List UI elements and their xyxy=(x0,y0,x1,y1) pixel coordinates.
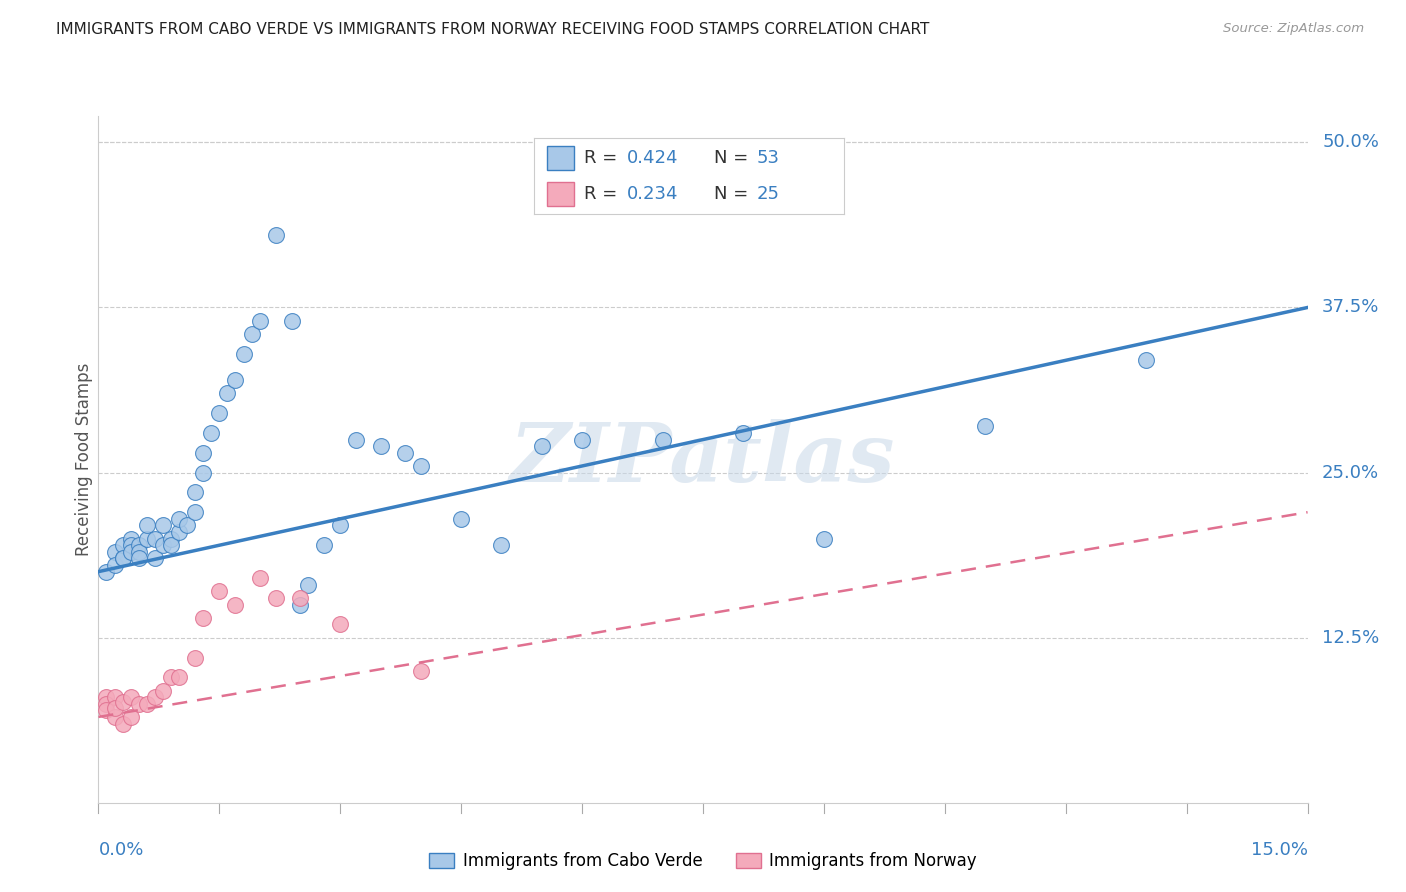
Point xyxy=(152,683,174,698)
Point xyxy=(297,578,319,592)
Point xyxy=(167,524,190,539)
Point xyxy=(128,538,150,552)
Point xyxy=(193,466,215,480)
Point xyxy=(135,532,157,546)
Point xyxy=(329,617,352,632)
Point xyxy=(450,512,472,526)
Point xyxy=(103,690,125,705)
Text: R =: R = xyxy=(583,149,623,167)
Point xyxy=(160,538,183,552)
Point xyxy=(160,670,183,684)
Point xyxy=(103,545,125,559)
Point xyxy=(394,446,416,460)
Text: IMMIGRANTS FROM CABO VERDE VS IMMIGRANTS FROM NORWAY RECEIVING FOOD STAMPS CORRE: IMMIGRANTS FROM CABO VERDE VS IMMIGRANTS… xyxy=(56,22,929,37)
Point xyxy=(240,326,263,341)
Point xyxy=(288,591,311,605)
Text: 53: 53 xyxy=(756,149,780,167)
Point xyxy=(135,697,157,711)
Point xyxy=(314,538,336,552)
Point xyxy=(96,690,118,705)
Point xyxy=(184,485,207,500)
Point xyxy=(409,458,432,473)
Point xyxy=(530,439,553,453)
Point xyxy=(96,697,118,711)
Point xyxy=(152,538,174,552)
Text: 12.5%: 12.5% xyxy=(1322,629,1379,647)
Point xyxy=(103,710,125,724)
Point xyxy=(264,591,287,605)
Point xyxy=(208,406,231,420)
Point xyxy=(167,670,190,684)
Point xyxy=(120,545,142,559)
Point xyxy=(152,518,174,533)
Point xyxy=(571,433,593,447)
Point xyxy=(167,512,190,526)
Point xyxy=(264,227,287,242)
Point xyxy=(111,551,134,566)
Text: 50.0%: 50.0% xyxy=(1322,134,1379,152)
Point xyxy=(974,419,997,434)
Point xyxy=(143,690,166,705)
Point xyxy=(193,611,215,625)
Text: 15.0%: 15.0% xyxy=(1250,840,1308,859)
Point xyxy=(103,700,125,714)
Point xyxy=(370,439,392,453)
Point xyxy=(143,551,166,566)
Point xyxy=(96,565,118,579)
Point xyxy=(193,446,215,460)
Point xyxy=(176,518,198,533)
Point xyxy=(409,664,432,678)
Point xyxy=(128,545,150,559)
Point xyxy=(813,532,835,546)
Text: Receiving Food Stamps: Receiving Food Stamps xyxy=(75,363,93,556)
Point xyxy=(160,532,183,546)
Point xyxy=(111,716,134,731)
Point xyxy=(96,703,118,717)
Legend: Immigrants from Cabo Verde, Immigrants from Norway: Immigrants from Cabo Verde, Immigrants f… xyxy=(423,846,983,877)
Point xyxy=(111,538,134,552)
Point xyxy=(200,425,222,440)
Point xyxy=(217,386,239,401)
Point xyxy=(651,433,673,447)
Point xyxy=(1135,353,1157,368)
Text: N =: N = xyxy=(714,186,754,203)
Text: 25: 25 xyxy=(756,186,780,203)
Point xyxy=(111,551,134,566)
Point xyxy=(281,314,304,328)
Point xyxy=(288,598,311,612)
Point xyxy=(184,650,207,665)
Point xyxy=(120,532,142,546)
Point xyxy=(103,558,125,572)
Point xyxy=(344,433,367,447)
Text: 0.0%: 0.0% xyxy=(98,840,143,859)
Point xyxy=(733,425,755,440)
Text: 37.5%: 37.5% xyxy=(1322,299,1379,317)
Point xyxy=(208,584,231,599)
FancyBboxPatch shape xyxy=(547,145,575,170)
Point xyxy=(143,532,166,546)
Point xyxy=(120,710,142,724)
Point xyxy=(120,690,142,705)
Point xyxy=(329,518,352,533)
FancyBboxPatch shape xyxy=(547,182,575,207)
Point xyxy=(232,347,254,361)
Text: Source: ZipAtlas.com: Source: ZipAtlas.com xyxy=(1223,22,1364,36)
Text: 25.0%: 25.0% xyxy=(1322,464,1379,482)
Point xyxy=(128,551,150,566)
Text: ZIPatlas: ZIPatlas xyxy=(510,419,896,500)
Point xyxy=(224,598,246,612)
Text: N =: N = xyxy=(714,149,754,167)
Point xyxy=(249,314,271,328)
Text: 0.234: 0.234 xyxy=(627,186,679,203)
Point xyxy=(184,505,207,519)
Point xyxy=(491,538,513,552)
Point xyxy=(135,518,157,533)
Text: 0.424: 0.424 xyxy=(627,149,679,167)
Point xyxy=(128,697,150,711)
Text: R =: R = xyxy=(583,186,623,203)
Point xyxy=(224,373,246,387)
Point xyxy=(249,571,271,585)
Point xyxy=(111,695,134,709)
Point xyxy=(120,538,142,552)
